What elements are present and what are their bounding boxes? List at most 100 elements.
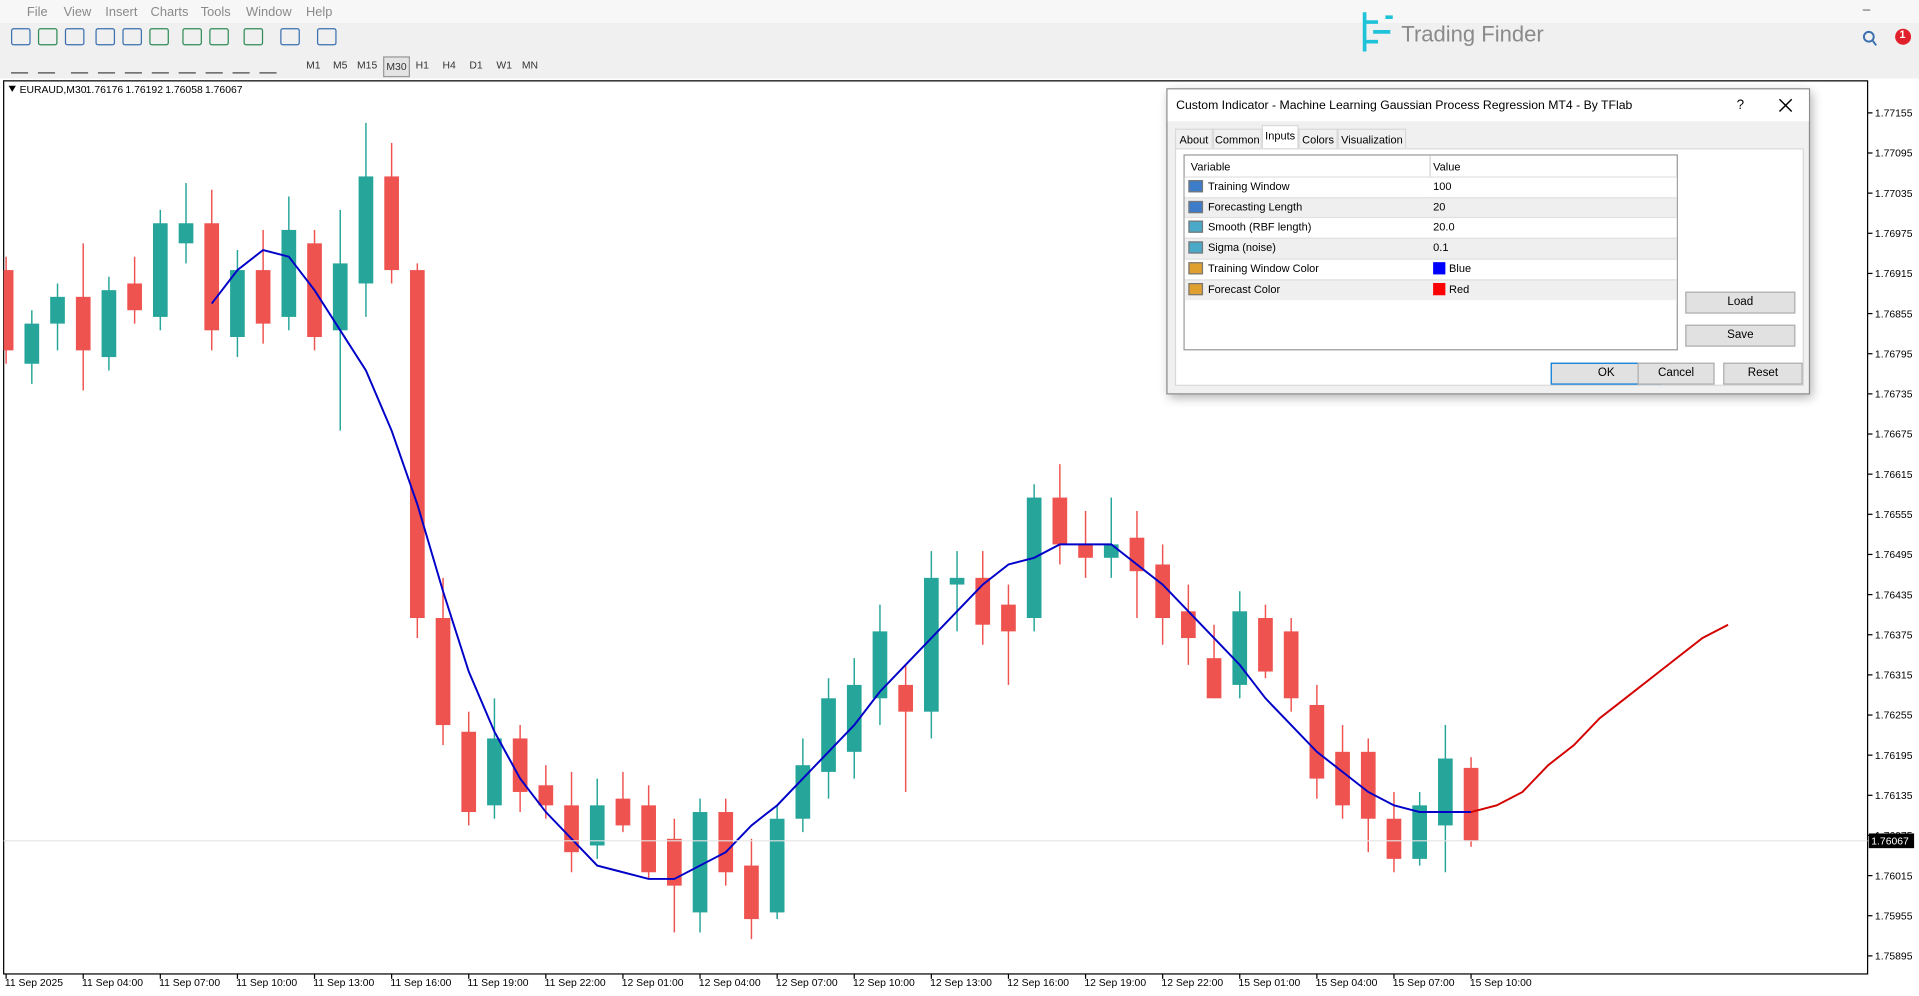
candle-body <box>101 290 117 358</box>
timeframe-button[interactable]: MN <box>521 58 539 72</box>
color-swatch <box>1433 261 1446 275</box>
x-tick-label: 11 Sep 07:00 <box>159 978 220 989</box>
row-icon <box>1188 282 1204 295</box>
logo-text: Trading Finder <box>1401 22 1544 47</box>
timeframe-button[interactable]: M1 <box>306 58 321 72</box>
save-button[interactable]: Save <box>1685 324 1796 347</box>
symbol-marker <box>8 85 16 92</box>
y-tick-label: 1.77095 <box>1875 149 1913 160</box>
dialog-tab[interactable]: Visualization <box>1337 128 1407 149</box>
candle-body <box>1258 618 1273 672</box>
table-header: Value <box>1433 160 1461 173</box>
toolbar-button[interactable] <box>182 28 202 46</box>
ohlc-value: 1.76058 <box>165 85 203 96</box>
y-tick-label: 1.76675 <box>1875 430 1913 441</box>
tool-button[interactable] <box>259 56 277 74</box>
menu-item[interactable]: Charts <box>150 4 189 20</box>
menu-item[interactable]: Window <box>245 4 292 20</box>
candle-body <box>75 296 91 351</box>
variable-value[interactable]: 20.0 <box>1433 220 1455 234</box>
indicator-line <box>210 248 1472 880</box>
timeframe-button[interactable]: M5 <box>333 58 348 72</box>
variable-name: Sigma (noise) <box>1207 241 1276 254</box>
x-tick-label: 12 Sep 07:00 <box>776 978 838 989</box>
row-icon <box>1188 261 1204 275</box>
menu-item[interactable]: View <box>63 4 92 20</box>
row-icon <box>1188 241 1204 254</box>
candle-body <box>1438 758 1453 826</box>
toolbar-button[interactable] <box>64 28 85 46</box>
tool-button[interactable] <box>97 56 116 74</box>
variable-name: Training Window <box>1207 180 1290 193</box>
candle-body <box>435 618 451 726</box>
close-button[interactable] <box>1778 98 1793 113</box>
candle-body <box>50 296 65 324</box>
help-button[interactable]: ? <box>1736 98 1745 113</box>
candle-body <box>281 229 297 317</box>
dialog-tab[interactable]: Colors <box>1298 128 1338 149</box>
candle-body <box>744 865 759 920</box>
table-row <box>1184 217 1677 239</box>
menu-item[interactable]: Insert <box>105 4 138 20</box>
timeframe-button[interactable]: M30 <box>383 56 410 78</box>
timeframe-button[interactable]: M15 <box>357 58 378 72</box>
dialog-tab[interactable]: Common <box>1212 128 1262 149</box>
menu-item[interactable]: Tools <box>200 4 231 20</box>
row-icon <box>1188 220 1204 234</box>
variable-value[interactable]: 100 <box>1433 180 1452 193</box>
y-tick-label: 1.76555 <box>1875 510 1913 521</box>
candle-body <box>487 738 502 806</box>
minimize[interactable]: – <box>1862 2 1871 18</box>
row-icon <box>1188 180 1204 193</box>
reset-button[interactable]: Reset <box>1723 362 1803 385</box>
y-tick-label: 1.76435 <box>1875 590 1913 601</box>
timeframe-button[interactable]: H4 <box>442 58 456 72</box>
notification-count[interactable]: 1 <box>1899 28 1906 41</box>
toolbar-button[interactable] <box>37 28 58 46</box>
y-tick-label: 1.76255 <box>1875 711 1913 722</box>
timeframe-button[interactable]: D1 <box>469 58 483 72</box>
tool-button[interactable] <box>11 56 29 74</box>
tool-button[interactable] <box>70 56 89 74</box>
menu-bar <box>0 0 1919 24</box>
tool-button[interactable] <box>232 56 250 74</box>
x-tick-label: 12 Sep 04:00 <box>699 978 761 989</box>
timeframe-button[interactable]: W1 <box>496 58 513 72</box>
tool-button[interactable] <box>205 56 223 74</box>
menu-item[interactable]: Help <box>305 4 333 20</box>
toolbar-button[interactable] <box>95 28 116 46</box>
variable-value[interactable]: 0.1 <box>1433 241 1449 254</box>
y-tick-label: 1.76315 <box>1875 671 1913 682</box>
candle-body <box>178 223 194 244</box>
dialog-tab[interactable]: About <box>1174 128 1213 149</box>
toolbar-button[interactable] <box>316 28 337 46</box>
x-tick-label: 11 Sep 04:00 <box>82 978 143 989</box>
ok-button[interactable]: OK <box>1550 362 1662 385</box>
candle-body <box>1129 537 1145 572</box>
table-row <box>1184 196 1677 218</box>
tool-button[interactable] <box>178 56 196 74</box>
candle-body <box>718 812 734 873</box>
x-tick-label: 15 Sep 10:00 <box>1470 978 1532 989</box>
toolbar-button[interactable] <box>209 28 229 46</box>
toolbar-button[interactable] <box>149 28 169 46</box>
ohlc-value: 1.76176 <box>86 85 124 96</box>
timeframe-button[interactable]: H1 <box>415 58 429 72</box>
tool-button[interactable] <box>151 56 169 74</box>
tool-button[interactable] <box>124 56 142 74</box>
toolbar-button[interactable] <box>280 28 300 46</box>
cancel-button[interactable]: Cancel <box>1637 362 1715 385</box>
candle-body <box>898 684 913 712</box>
toolbar-button[interactable] <box>11 28 31 46</box>
tool-button[interactable] <box>37 56 56 74</box>
load-button[interactable]: Load <box>1685 291 1796 314</box>
dialog-tab[interactable]: Inputs <box>1261 124 1299 149</box>
candle-body <box>795 765 811 819</box>
candle-body <box>1463 767 1479 841</box>
variable-value[interactable]: Blue <box>1449 261 1472 275</box>
menu-item[interactable]: File <box>26 4 48 20</box>
toolbar-button[interactable] <box>243 28 264 46</box>
variable-value[interactable]: 20 <box>1433 200 1446 213</box>
variable-value[interactable]: Red <box>1449 282 1470 295</box>
toolbar-button[interactable] <box>122 28 142 46</box>
